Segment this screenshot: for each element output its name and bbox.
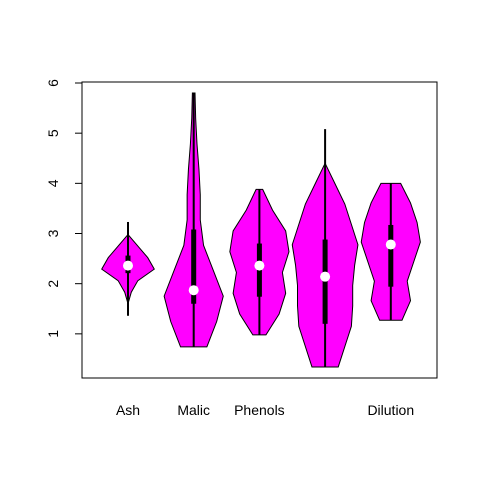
median [188,285,199,296]
x-tick-label: Dilution [367,402,414,418]
median [385,239,396,250]
box [322,239,328,324]
median [123,260,133,271]
box [388,224,394,287]
plot-frame [81,81,438,379]
x-tick-label: Malic [177,402,210,418]
y-tick-label: 1 [45,330,61,338]
median [320,271,331,282]
y-tick-label: 3 [45,229,61,237]
y-tick-label: 6 [45,79,61,87]
box [191,229,197,304]
y-tick-label: 4 [45,179,61,187]
y-tick-label: 2 [45,280,61,288]
x-tick-label: Phenols [234,402,285,418]
x-tick-label: Ash [116,402,140,418]
median [254,260,265,271]
y-tick-label: 5 [45,129,61,137]
